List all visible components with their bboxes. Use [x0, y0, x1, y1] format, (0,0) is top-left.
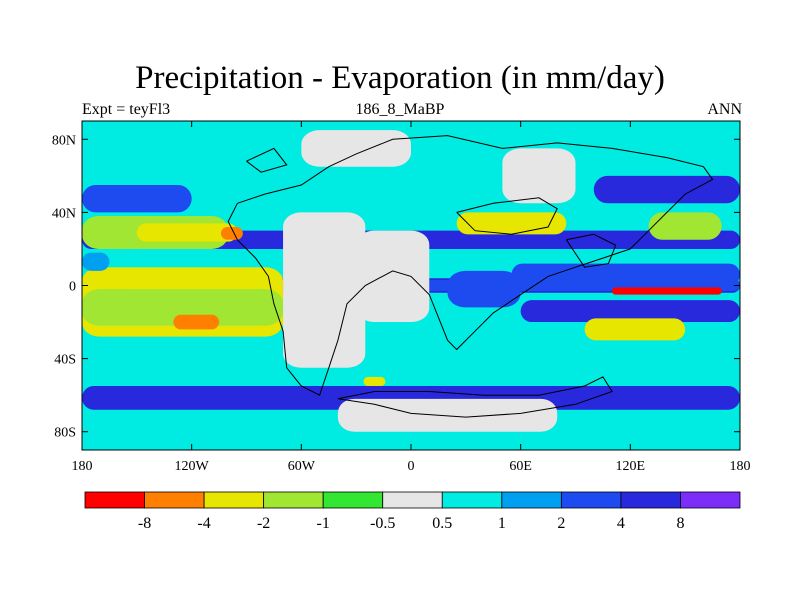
x-tick-label: 180 [730, 459, 751, 474]
colorbar-label: -0.5 [370, 515, 395, 532]
precip-field [82, 130, 740, 432]
colorbar-label: -4 [197, 515, 210, 532]
x-tick-label: 60W [288, 459, 316, 474]
colorbar: -8 -4 -2 -1 -0.5 0.5 1 2 4 8 [84, 491, 741, 532]
experiment-label: Expt = teyFl3 [82, 101, 171, 118]
field-patch-10 [82, 289, 284, 326]
y-tick-label: 0 [69, 280, 76, 295]
y-tick-label: 80S [54, 426, 76, 441]
field-patch-23 [301, 130, 411, 167]
field-patch-25 [363, 376, 386, 387]
field-patch-24 [337, 398, 558, 432]
field-patch-4 [82, 184, 192, 213]
colorbar-swatch [84, 491, 145, 509]
coastline-0 [227, 135, 714, 396]
x-tick-label: 120E [616, 459, 646, 474]
colorbar-label: 4 [617, 515, 625, 532]
field-patch-14 [173, 314, 220, 330]
colorbar-label: 8 [676, 515, 684, 532]
colorbar-swatch [501, 491, 562, 509]
field-patch-17 [648, 212, 722, 240]
x-tick-label: 120W [175, 459, 210, 474]
field-patch-15 [82, 252, 110, 271]
colorbar-swatch [620, 491, 681, 509]
colorbar-swatch [382, 491, 443, 509]
field-patch-22 [502, 148, 576, 204]
field-patch-12 [136, 223, 238, 242]
colorbar-swatch [680, 491, 741, 509]
colorbar-swatch [144, 491, 205, 509]
map-axes: 180 120W 60W 0 60E 120E 180 80N 40N 0 40S 80S [52, 121, 751, 474]
colorbar-label: -8 [138, 515, 151, 532]
colorbar-label: 1 [498, 515, 506, 532]
colorbar-swatch [322, 491, 384, 509]
chart-title: Precipitation - Evaporation (in mm/day) [135, 60, 665, 96]
field-patch-7 [520, 300, 740, 323]
field-patch-18 [584, 318, 686, 341]
y-tick-label: 40N [52, 206, 76, 221]
x-tick-label: 0 [408, 459, 415, 474]
season-label: ANN [707, 101, 742, 118]
colorbar-swatch [441, 491, 503, 509]
colorbar-swatch [560, 491, 622, 509]
field-patch-13 [220, 227, 243, 240]
coastline-2 [456, 197, 558, 235]
colorbar-label: 0.5 [432, 515, 452, 532]
coastlines [227, 135, 714, 418]
colorbar-swatch [263, 491, 324, 509]
x-tick-label: 180 [72, 459, 93, 474]
field-patch-19 [612, 287, 722, 295]
coastline-3 [565, 233, 617, 268]
field-patch-20 [283, 212, 366, 368]
colorbar-label: -2 [257, 515, 270, 532]
coastline-1 [337, 376, 613, 418]
y-tick-label: 40S [54, 353, 76, 368]
coastline-4 [246, 147, 288, 173]
field-patch-21 [356, 230, 430, 323]
run-label: 186_8_MaBP [355, 101, 445, 118]
colorbar-swatch [203, 491, 265, 509]
x-tick-label: 60E [509, 459, 532, 474]
colorbar-label: -1 [317, 515, 330, 532]
colorbar-label: 2 [557, 515, 565, 532]
field-patch-8 [447, 270, 521, 308]
y-tick-label: 80N [52, 133, 76, 148]
field-patch-3 [593, 175, 740, 204]
